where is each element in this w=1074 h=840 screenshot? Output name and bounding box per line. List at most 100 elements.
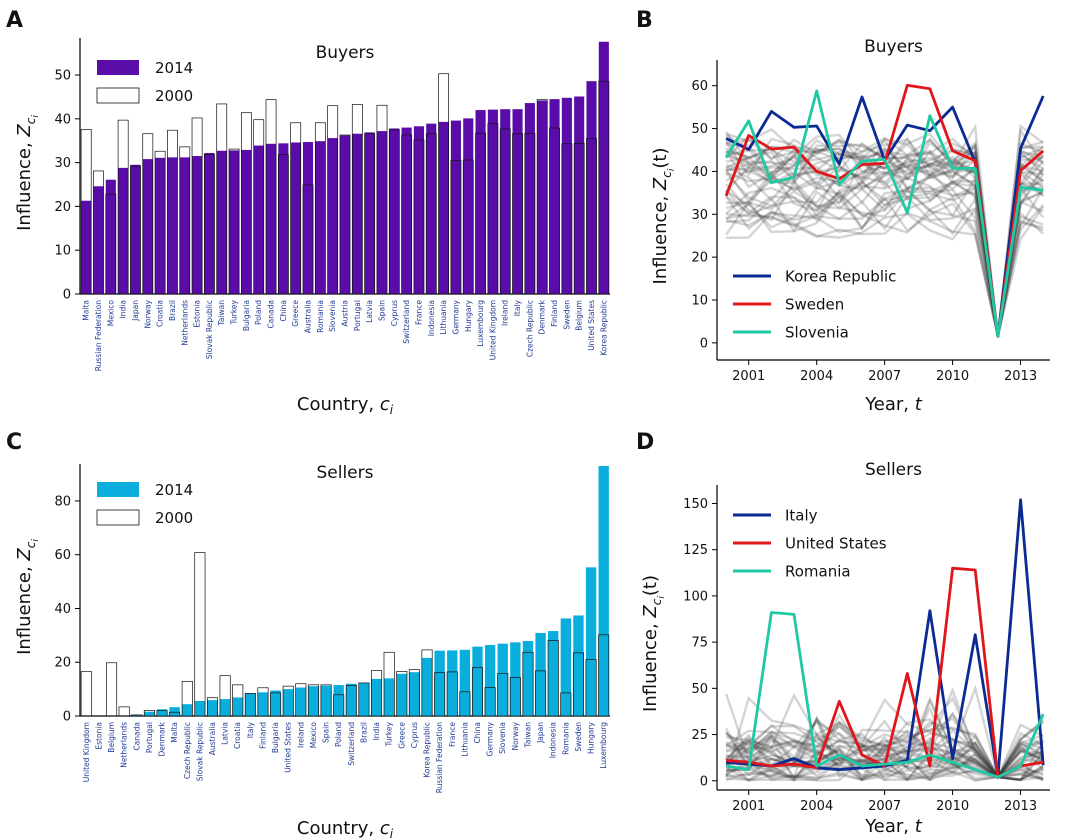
y-axis-label: Influence, Zci​ — [14, 115, 41, 231]
bar-2014 — [549, 99, 560, 294]
x-axis-label-text: Year, t — [864, 394, 923, 415]
bar-2014 — [179, 157, 190, 294]
bar-2014 — [327, 138, 338, 294]
bar-2000 — [408, 669, 420, 717]
x-tick-label: United States — [587, 300, 596, 351]
legend-label-2014: 2014 — [155, 59, 193, 77]
x-tick-label: Cyprus — [390, 300, 399, 326]
x-tick-label: France — [414, 300, 423, 325]
bar-2000 — [499, 128, 511, 295]
bar-2014 — [459, 649, 471, 716]
bar-2000 — [535, 670, 547, 717]
bar-2000 — [257, 687, 269, 717]
bar-2000 — [333, 694, 345, 717]
x-tick-label: Malta — [82, 300, 91, 321]
bar-2000 — [232, 684, 244, 717]
x-tick-label: Slovenia — [498, 722, 507, 754]
bar-2000 — [295, 683, 307, 717]
bar-2000 — [434, 672, 446, 717]
bar-2000 — [446, 671, 458, 717]
y-tick-label: 50 — [54, 69, 71, 84]
background-line — [725, 752, 1045, 782]
x-tick-label: India — [119, 300, 128, 318]
bar-2014 — [253, 145, 264, 294]
y-tick-label: 50 — [691, 122, 708, 137]
background-line — [724, 693, 1044, 780]
background-line — [725, 716, 1045, 782]
bar-2000 — [327, 105, 339, 295]
bar-2014 — [500, 109, 511, 294]
y-axis-label: Influence, Zci​ — [14, 539, 41, 655]
x-tick-label: France — [448, 722, 457, 747]
x-tick-label: Slovenia — [328, 300, 337, 332]
bar-2014 — [524, 103, 535, 294]
bar-2000 — [371, 670, 383, 717]
bar-2000 — [216, 103, 228, 295]
bar-2000 — [484, 687, 496, 717]
background-line — [725, 748, 1044, 782]
bar-2000 — [118, 706, 130, 717]
bar-2014 — [376, 131, 388, 294]
x-tick-label: Bulgaria — [271, 722, 280, 753]
bar-2000 — [314, 122, 326, 295]
bar-2014 — [290, 142, 301, 294]
bar-2000 — [536, 99, 548, 295]
bar-2000 — [240, 112, 252, 295]
bar-2000 — [345, 685, 357, 717]
bar-2000 — [358, 682, 370, 717]
x-tick-label: Spain — [377, 300, 386, 321]
bar-2000 — [320, 684, 332, 717]
x-tick-label: Spain — [322, 722, 331, 743]
x-tick-label: Denmark — [158, 721, 167, 756]
bar-2014 — [537, 100, 548, 295]
x-tick-label: Australia — [208, 722, 217, 755]
x-tick-label: Taiwan — [523, 722, 532, 749]
x-tick-label: Lithuania — [460, 722, 469, 757]
bar-2014 — [192, 156, 203, 294]
y-axis-label-text: Influence, Zci​(t) — [650, 148, 677, 285]
chart-title: Sellers — [865, 460, 922, 480]
background-line — [725, 748, 1045, 782]
y-tick-label: 0 — [63, 288, 71, 303]
bar-2000 — [585, 659, 597, 717]
bar-2014 — [573, 615, 584, 716]
bar-2014 — [232, 697, 243, 716]
bar-2000 — [181, 680, 193, 717]
x-tick-label: Portugal — [145, 722, 154, 753]
y-tick-label: 10 — [54, 244, 71, 259]
x-tick-label: Latvia — [221, 722, 230, 745]
x-axis-label: Country, ci​ — [297, 818, 394, 840]
series-line — [725, 611, 1045, 779]
chart-title: Buyers — [864, 37, 923, 57]
bar-2014 — [358, 682, 370, 716]
y-tick-label: 25 — [691, 728, 708, 743]
bar-2014 — [421, 657, 433, 716]
bar-2014 — [144, 711, 155, 716]
bar-2014 — [487, 109, 498, 294]
x-tick-label: Sweden — [562, 300, 571, 330]
bar-2000 — [572, 652, 584, 717]
y-axis-label-text: Influence, Zci​ — [14, 115, 41, 231]
bar-2000 — [156, 710, 168, 717]
x-tick-label: Finland — [258, 722, 267, 749]
panel-letter-A: A — [6, 8, 23, 33]
y-tick-label: 0 — [700, 336, 708, 351]
x-tick-label: Russian Federation — [94, 300, 103, 371]
background-line — [725, 205, 1045, 337]
bar-2000 — [598, 634, 610, 717]
x-tick-label: Malta — [170, 722, 179, 743]
x-tick-label: Luxembourg — [476, 300, 485, 347]
x-axis-label: Year, t — [864, 394, 923, 415]
y-axis-label: Influence, Zci​(t) — [640, 575, 667, 712]
bar-2000 — [179, 146, 191, 295]
bar-2014 — [413, 126, 425, 294]
bar-2014 — [389, 128, 400, 294]
bar-2014 — [241, 149, 252, 294]
bar-2014 — [346, 683, 357, 716]
bar-2014 — [535, 632, 546, 716]
bar-2000 — [462, 159, 474, 295]
x-tick-label: Romania — [316, 300, 325, 333]
bar-2000 — [438, 73, 450, 295]
bar-2000 — [364, 133, 376, 295]
legend-label-2000: 2000 — [155, 87, 193, 105]
